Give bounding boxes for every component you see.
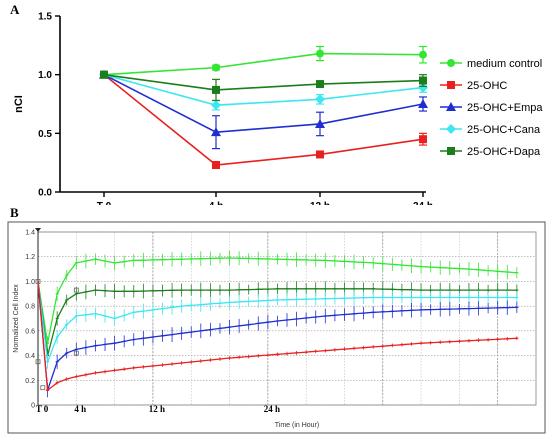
series-line-a [103,73,424,91]
data-point-a [419,50,427,59]
series-line-b [37,257,517,344]
reference-marker [40,385,46,391]
x-axis-label-b: Time (in Hour) [275,422,319,429]
reference-marker [73,350,79,356]
y-tick-label-a: 1.5 [38,12,52,23]
legend-marker [447,81,455,89]
data-point-a [212,63,220,72]
chart-a: 0.0 0.5 1.0 1.5 T 0 4 h 12 h 24 h nCI medium cont… [13,12,543,206]
data-point-a [100,70,108,79]
x-tick-label-a: T 0 [97,201,112,205]
data-point-a [418,82,428,93]
time-label-b: 12 h [149,404,165,414]
y-tick-label-b: 1.2 [25,254,35,261]
data-point-a [212,161,220,170]
data-point-a [316,49,324,58]
series-line-b [37,281,517,392]
reference-marker [35,279,41,284]
data-point-a [211,100,221,111]
series-line-a [103,73,424,133]
series-line-b [37,281,517,363]
legend-marker [447,147,455,155]
x-tick-label-a: 4 h [209,201,223,205]
data-point-a [315,118,325,128]
data-point-a [316,150,324,159]
legend-marker [446,124,456,134]
series-line-b [37,281,517,356]
data-point-a [212,85,220,94]
y-axis-label-a: nCI [13,95,25,113]
data-point-a [418,99,428,108]
y-tick-label-b: 0 [31,403,35,410]
data-point-a [211,127,221,137]
y-tick-label-b: 0.8 [25,304,35,311]
y-tick-label-a: 0.0 [38,188,52,199]
data-point-a [315,94,325,105]
data-point-a [419,76,427,85]
y-tick-label-a: 0.5 [38,129,52,140]
y-tick-label-b: 0.2 [25,378,35,385]
plot-area-b [37,231,537,406]
time-label-b: T 0 [36,404,49,414]
reference-marker [35,359,41,365]
legend-label: 25-OHC+Dapa [467,146,541,158]
data-point-a [419,135,427,144]
chart-b-frame [7,221,546,434]
y-tick-label-b: 0.4 [25,353,35,360]
series-line-a [103,52,424,76]
panel-a-letter: A [10,2,20,17]
legend-label: medium control [467,58,542,70]
x-tick-label-a: 12 h [310,201,330,205]
legend-marker [447,59,455,67]
x-tick-label-a: 24 h [413,201,433,205]
y-tick-label-a: 1.0 [38,70,52,81]
series-line-a [103,73,424,106]
time-label-b: 4 h [74,404,86,414]
legend-marker [446,102,456,111]
y-tick-label-b: 1.0 [25,279,35,286]
legend-label: 25-OHC+Empa [467,102,543,114]
series-line-a [103,74,424,166]
y-tick-label-b: 1.4 [25,230,35,237]
y-axis-label-b: Normalized Cell Index [13,284,20,353]
time-label-b: 24 h [264,404,280,414]
reference-marker [73,287,79,293]
panel-b-letter: B [10,205,19,220]
legend-label: 25-OHC+Cana [467,124,541,136]
treatment-arrow [35,228,41,232]
legend-label: 25-OHC [467,80,507,92]
data-point-a [316,80,324,89]
series-line-b [37,281,517,391]
y-tick-label-b: 0.6 [25,328,35,335]
